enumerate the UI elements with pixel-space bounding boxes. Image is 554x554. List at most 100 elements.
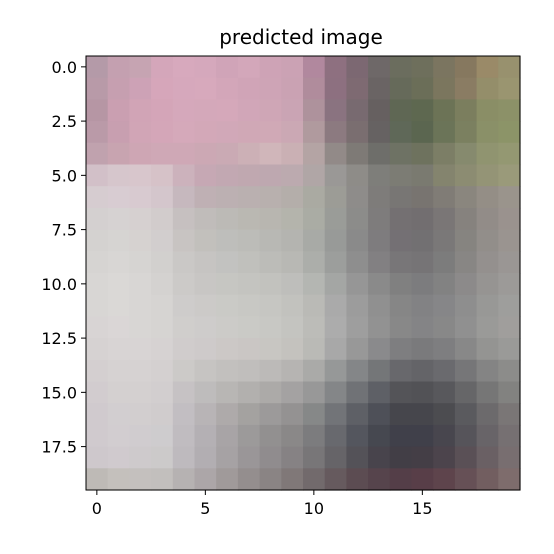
heatmap-cell — [455, 425, 477, 447]
heatmap-cell — [390, 121, 412, 143]
heatmap-cell — [260, 447, 282, 469]
heatmap-cell — [151, 382, 173, 404]
heatmap-cell — [216, 230, 238, 252]
heatmap-cell — [151, 295, 173, 317]
heatmap-cell — [281, 295, 303, 317]
heatmap-cell — [173, 360, 195, 382]
heatmap-cell — [151, 403, 173, 425]
heatmap-cells — [86, 56, 521, 491]
heatmap-cell — [412, 230, 434, 252]
heatmap-cell — [455, 468, 477, 490]
heatmap-cell — [303, 273, 325, 295]
heatmap-cell — [129, 56, 151, 78]
heatmap-cell — [477, 360, 499, 382]
heatmap-cell — [368, 295, 390, 317]
heatmap-cell — [412, 186, 434, 208]
heatmap-cell — [433, 468, 455, 490]
heatmap-cell — [303, 56, 325, 78]
heatmap-cell — [303, 403, 325, 425]
heatmap-cell — [216, 121, 238, 143]
heatmap-cell — [151, 316, 173, 338]
heatmap-cell — [346, 403, 368, 425]
heatmap-cell — [498, 338, 520, 360]
heatmap-cell — [281, 360, 303, 382]
heatmap-cell — [346, 273, 368, 295]
heatmap-cell — [368, 425, 390, 447]
heatmap-cell — [260, 316, 282, 338]
heatmap-cell — [346, 338, 368, 360]
heatmap-cell — [412, 121, 434, 143]
heatmap-cell — [108, 121, 130, 143]
heatmap-cell — [390, 251, 412, 273]
heatmap-cell — [216, 295, 238, 317]
heatmap-cell — [129, 186, 151, 208]
heatmap-cell — [129, 360, 151, 382]
heatmap-cell — [173, 447, 195, 469]
heatmap-cell — [86, 121, 108, 143]
heatmap-cell — [412, 425, 434, 447]
heatmap-cell — [108, 208, 130, 230]
heatmap-cell — [151, 447, 173, 469]
heatmap-cell — [325, 251, 347, 273]
heatmap-cell — [346, 295, 368, 317]
x-axis: 0 5 10 15 — [92, 490, 433, 518]
heatmap-cell — [238, 360, 260, 382]
heatmap-cell — [477, 468, 499, 490]
heatmap-cell — [390, 99, 412, 121]
heatmap-cell — [303, 78, 325, 100]
heatmap-cell — [151, 468, 173, 490]
heatmap-cell — [260, 295, 282, 317]
heatmap-cell — [390, 78, 412, 100]
heatmap-cell — [346, 143, 368, 165]
heatmap-cell — [412, 468, 434, 490]
heatmap-cell — [238, 143, 260, 165]
heatmap-cell — [238, 251, 260, 273]
heatmap-cell — [195, 273, 217, 295]
heatmap-cell — [151, 425, 173, 447]
chart-title: predicted image — [219, 25, 383, 49]
heatmap-cell — [281, 56, 303, 78]
heatmap-cell — [498, 99, 520, 121]
heatmap-cell — [498, 186, 520, 208]
heatmap-cell — [303, 382, 325, 404]
heatmap-cell — [498, 468, 520, 490]
heatmap-cell — [238, 165, 260, 187]
heatmap-cell — [390, 230, 412, 252]
heatmap-cell — [477, 295, 499, 317]
heatmap-cell — [303, 295, 325, 317]
heatmap-cell — [173, 316, 195, 338]
heatmap-cell — [195, 382, 217, 404]
heatmap-cell — [303, 425, 325, 447]
heatmap-cell — [281, 121, 303, 143]
heatmap-cell — [433, 273, 455, 295]
heatmap-cell — [346, 251, 368, 273]
heatmap-cell — [281, 447, 303, 469]
heatmap-cell — [108, 316, 130, 338]
heatmap-cell — [477, 186, 499, 208]
heatmap-cell — [151, 251, 173, 273]
heatmap-cell — [303, 186, 325, 208]
heatmap-cell — [151, 165, 173, 187]
heatmap-cell — [303, 165, 325, 187]
heatmap-cell — [498, 403, 520, 425]
heatmap-cell — [195, 165, 217, 187]
heatmap-cell — [238, 295, 260, 317]
heatmap-cell — [368, 165, 390, 187]
heatmap-cell — [281, 78, 303, 100]
heatmap-cell — [412, 338, 434, 360]
heatmap-cell — [173, 338, 195, 360]
heatmap-cell — [390, 316, 412, 338]
heatmap-cell — [151, 338, 173, 360]
heatmap-cell — [108, 143, 130, 165]
heatmap-cell — [86, 251, 108, 273]
y-tick-label: 10.0 — [41, 275, 77, 294]
heatmap-cell — [260, 230, 282, 252]
heatmap-cell — [173, 425, 195, 447]
heatmap-cell — [433, 99, 455, 121]
heatmap-cell — [108, 165, 130, 187]
heatmap-cell — [195, 230, 217, 252]
heatmap-cell — [195, 208, 217, 230]
heatmap-cell — [173, 56, 195, 78]
heatmap-cell — [325, 56, 347, 78]
heatmap-cell — [303, 316, 325, 338]
